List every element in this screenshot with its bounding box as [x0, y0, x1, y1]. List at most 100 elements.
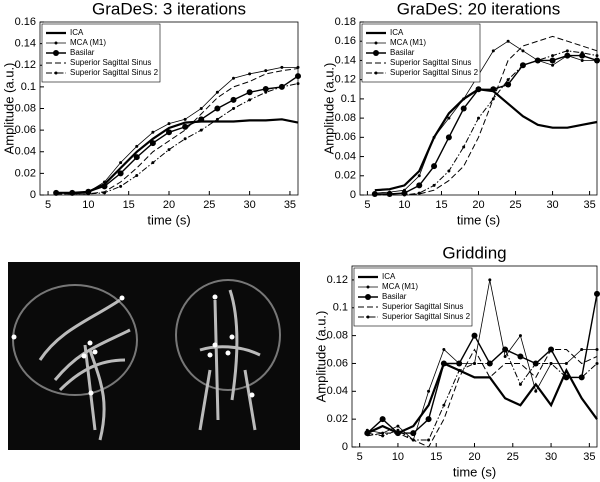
legend-marker	[54, 41, 58, 45]
series-line	[56, 118, 299, 194]
series-marker	[264, 69, 268, 73]
x-tick-label: 25	[507, 451, 519, 463]
series-marker	[534, 361, 538, 365]
x-axis-label: time (s)	[147, 212, 190, 227]
series-marker	[214, 105, 221, 112]
y-tick-label: 0	[350, 189, 356, 201]
series-marker	[183, 137, 187, 141]
series-marker	[462, 145, 466, 149]
series-marker	[149, 140, 156, 147]
y-tick-label: 0.18	[335, 16, 356, 28]
y-tick-label: 0.1	[333, 302, 348, 314]
series-marker	[151, 161, 155, 165]
legend-label: ICA	[382, 272, 396, 281]
series-marker	[248, 98, 252, 102]
y-tick-label: 0.06	[15, 124, 36, 136]
series-marker	[488, 278, 492, 282]
legend-label: Superior Sagittal Sinus	[70, 58, 151, 67]
legend-marker	[373, 50, 379, 56]
legend-marker	[366, 315, 370, 319]
series-marker	[280, 65, 284, 69]
series-marker	[595, 54, 599, 58]
legend-label: Superior Sagittal Sinus	[390, 58, 471, 67]
series-marker	[445, 134, 452, 141]
y-tick-label: 0.08	[15, 102, 36, 114]
series-marker	[580, 51, 584, 55]
x-tick-label: 10	[398, 199, 410, 211]
series-line	[56, 68, 299, 195]
series-marker	[473, 361, 476, 365]
legend-marker	[366, 285, 370, 289]
x-tick-label: 15	[435, 199, 447, 211]
series-marker	[457, 368, 461, 372]
legend-label: MCA (M1)	[70, 38, 106, 47]
chart-title: Gridding	[442, 243, 506, 262]
y-tick-label: 0.1	[341, 93, 356, 105]
series-marker	[182, 123, 189, 130]
x-axis-label: time (s)	[453, 464, 496, 479]
series-marker	[580, 58, 584, 62]
series-marker	[427, 438, 431, 442]
series-marker	[503, 355, 507, 358]
series-marker	[447, 116, 451, 120]
x-tick-label: 10	[392, 451, 404, 463]
series-marker	[521, 49, 525, 53]
series-marker	[417, 191, 421, 195]
y-tick-label: 0.1	[21, 81, 36, 93]
series-marker	[564, 52, 571, 59]
series-marker	[580, 348, 584, 352]
series-marker	[151, 130, 155, 134]
x-tick-label: 30	[244, 199, 256, 211]
series-line	[56, 67, 298, 194]
x-tick-label: 25	[203, 199, 215, 211]
series-marker	[248, 72, 252, 76]
series-marker	[595, 348, 599, 352]
series-marker	[595, 361, 599, 365]
series-marker	[381, 431, 385, 435]
series-marker	[425, 416, 432, 423]
series-marker	[411, 438, 415, 442]
series-marker	[199, 107, 203, 110]
y-tick-label: 0.08	[327, 330, 348, 342]
y-tick-label: 0.12	[15, 59, 36, 71]
series-marker	[431, 163, 438, 170]
series-marker	[490, 86, 497, 93]
series-marker	[232, 107, 235, 110]
series-marker	[85, 188, 92, 195]
y-tick-label: 0.04	[15, 146, 36, 158]
y-tick-label: 0.12	[335, 74, 356, 86]
y-tick-label: 0.02	[15, 167, 36, 179]
series-marker	[183, 117, 187, 121]
series-marker	[416, 182, 423, 189]
x-tick-label: 10	[82, 199, 94, 211]
series-marker	[198, 116, 205, 123]
y-tick-label: 0.02	[335, 170, 356, 182]
series-marker	[381, 434, 385, 438]
series-marker	[119, 184, 123, 188]
series-marker	[549, 57, 556, 64]
series-line	[374, 50, 598, 196]
series-marker	[491, 49, 495, 53]
series-marker	[506, 78, 510, 82]
series-marker	[246, 89, 253, 96]
y-tick-label: 0.06	[327, 357, 348, 369]
series-marker	[70, 192, 74, 196]
series-marker	[86, 192, 90, 196]
series-marker	[410, 430, 417, 437]
x-tick-label: 35	[284, 199, 296, 211]
series-marker	[280, 85, 284, 89]
x-tick-label: 25	[509, 199, 521, 211]
series-marker	[103, 191, 106, 195]
series-marker	[460, 105, 467, 112]
y-tick-label: 0.04	[327, 385, 348, 397]
series-marker	[119, 161, 123, 165]
x-tick-label: 30	[545, 451, 557, 463]
series-marker	[417, 174, 421, 178]
series-marker	[117, 170, 124, 177]
y-tick-label: 0	[30, 189, 36, 201]
series-marker	[135, 174, 139, 178]
x-tick-label: 20	[468, 451, 480, 463]
series-marker	[565, 49, 569, 53]
series-marker	[594, 57, 600, 64]
